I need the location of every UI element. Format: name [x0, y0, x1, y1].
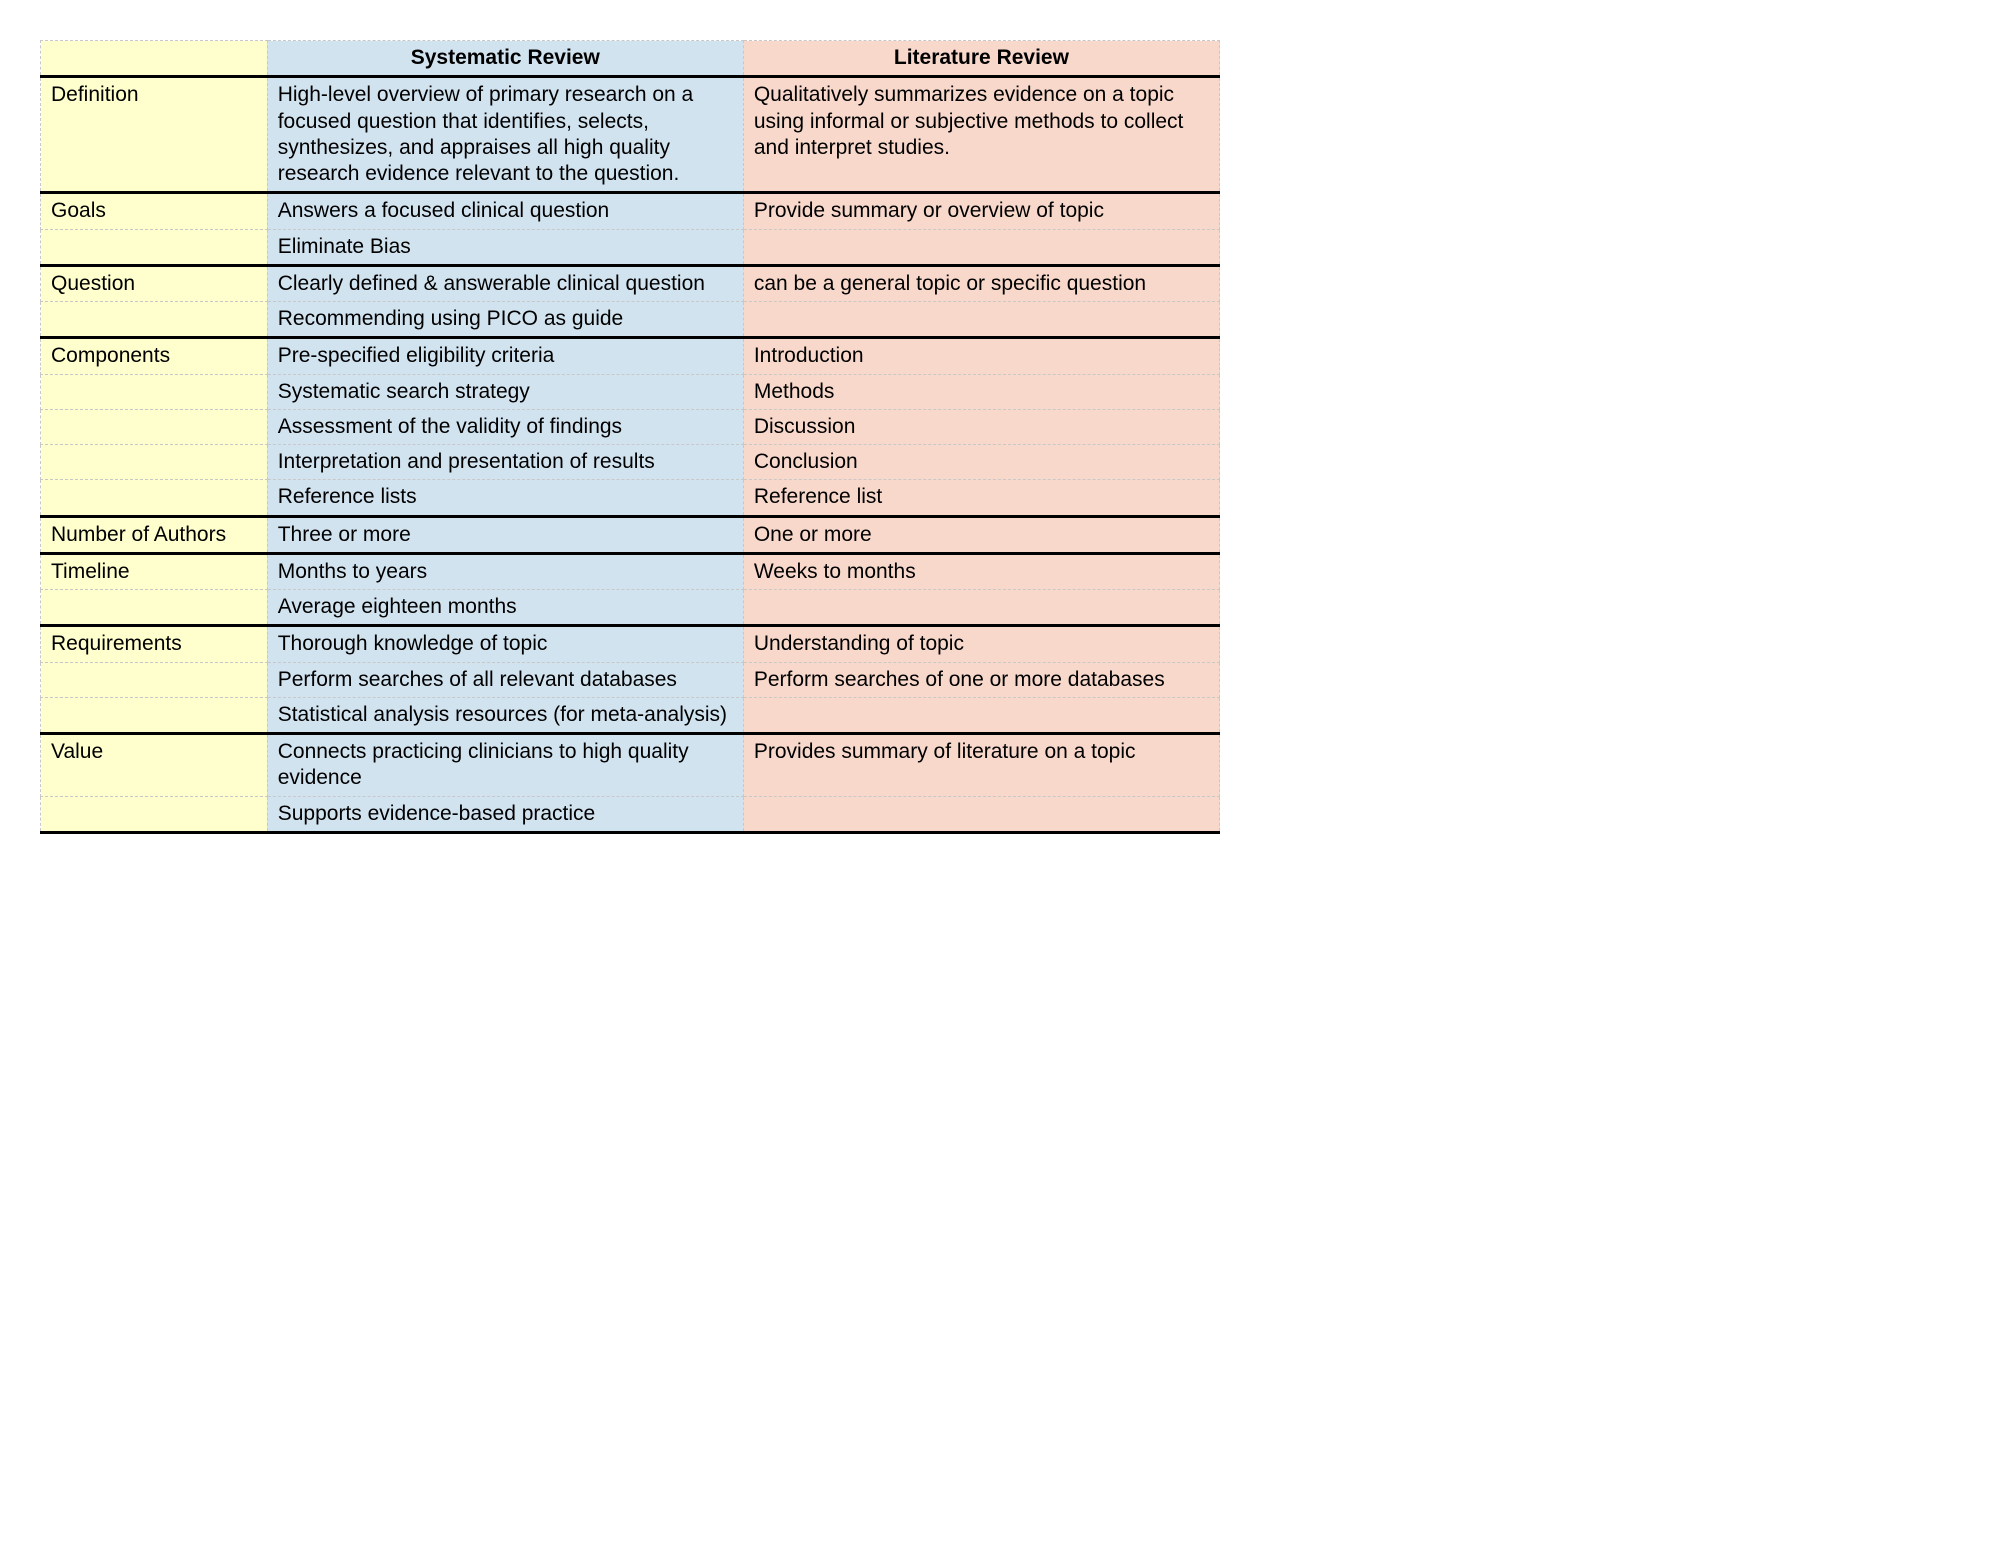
label-blank — [41, 445, 268, 480]
cell-requirements-literature-0: Understanding of topic — [743, 626, 1219, 662]
cell-components-systematic-1: Systematic search strategy — [267, 374, 743, 409]
cell-components-literature-1: Methods — [743, 374, 1219, 409]
cell-requirements-systematic-0: Thorough knowledge of topic — [267, 626, 743, 662]
cell-definition-systematic: High-level overview of primary research … — [267, 77, 743, 193]
label-requirements: Requirements — [41, 626, 268, 662]
label-blank — [41, 409, 268, 444]
row-requirements-1: Perform searches of all relevant databas… — [41, 662, 1220, 697]
row-requirements-2: Statistical analysis resources (for meta… — [41, 697, 1220, 733]
cell-components-literature-4: Reference list — [743, 480, 1219, 516]
label-blank — [41, 229, 268, 265]
cell-requirements-literature-2 — [743, 697, 1219, 733]
label-value: Value — [41, 734, 268, 797]
header-systematic: Systematic Review — [267, 41, 743, 77]
label-blank — [41, 480, 268, 516]
cell-timeline-systematic-0: Months to years — [267, 553, 743, 589]
cell-components-systematic-0: Pre-specified eligibility criteria — [267, 338, 743, 374]
row-question-1: Recommending using PICO as guide — [41, 302, 1220, 338]
cell-goals-systematic-0: Answers a focused clinical question — [267, 193, 743, 229]
cell-timeline-literature-1 — [743, 590, 1219, 626]
label-blank — [41, 796, 268, 832]
row-components-4: Reference lists Reference list — [41, 480, 1220, 516]
cell-goals-systematic-1: Eliminate Bias — [267, 229, 743, 265]
row-timeline-0: Timeline Months to years Weeks to months — [41, 553, 1220, 589]
cell-requirements-systematic-1: Perform searches of all relevant databas… — [267, 662, 743, 697]
label-blank — [41, 590, 268, 626]
cell-question-systematic-1: Recommending using PICO as guide — [267, 302, 743, 338]
cell-question-literature-0: can be a general topic or specific quest… — [743, 265, 1219, 301]
label-definition: Definition — [41, 77, 268, 193]
cell-components-systematic-3: Interpretation and presentation of resul… — [267, 445, 743, 480]
cell-components-systematic-2: Assessment of the validity of findings — [267, 409, 743, 444]
label-components: Components — [41, 338, 268, 374]
row-components-3: Interpretation and presentation of resul… — [41, 445, 1220, 480]
cell-requirements-systematic-2: Statistical analysis resources (for meta… — [267, 697, 743, 733]
header-row: Systematic Review Literature Review — [41, 41, 1220, 77]
cell-components-systematic-4: Reference lists — [267, 480, 743, 516]
label-blank — [41, 302, 268, 338]
row-definition: Definition High-level overview of primar… — [41, 77, 1220, 193]
row-goals-1: Eliminate Bias — [41, 229, 1220, 265]
header-blank — [41, 41, 268, 77]
row-value-1: Supports evidence-based practice — [41, 796, 1220, 832]
row-components-0: Components Pre-specified eligibility cri… — [41, 338, 1220, 374]
label-blank — [41, 374, 268, 409]
cell-components-literature-2: Discussion — [743, 409, 1219, 444]
cell-timeline-literature-0: Weeks to months — [743, 553, 1219, 589]
cell-question-systematic-0: Clearly defined & answerable clinical qu… — [267, 265, 743, 301]
cell-value-literature-1 — [743, 796, 1219, 832]
cell-authors-systematic: Three or more — [267, 516, 743, 553]
label-goals: Goals — [41, 193, 268, 229]
row-value-0: Value Connects practicing clinicians to … — [41, 734, 1220, 797]
row-components-2: Assessment of the validity of findings D… — [41, 409, 1220, 444]
cell-value-systematic-0: Connects practicing clinicians to high q… — [267, 734, 743, 797]
row-goals-0: Goals Answers a focused clinical questio… — [41, 193, 1220, 229]
label-blank — [41, 662, 268, 697]
cell-authors-literature: One or more — [743, 516, 1219, 553]
cell-question-literature-1 — [743, 302, 1219, 338]
cell-definition-literature: Qualitatively summarizes evidence on a t… — [743, 77, 1219, 193]
cell-goals-literature-1 — [743, 229, 1219, 265]
cell-goals-literature-0: Provide summary or overview of topic — [743, 193, 1219, 229]
label-question: Question — [41, 265, 268, 301]
cell-timeline-systematic-1: Average eighteen months — [267, 590, 743, 626]
label-blank — [41, 697, 268, 733]
row-requirements-0: Requirements Thorough knowledge of topic… — [41, 626, 1220, 662]
cell-components-literature-0: Introduction — [743, 338, 1219, 374]
cell-components-literature-3: Conclusion — [743, 445, 1219, 480]
cell-value-literature-0: Provides summary of literature on a topi… — [743, 734, 1219, 797]
cell-requirements-literature-1: Perform searches of one or more database… — [743, 662, 1219, 697]
label-authors: Number of Authors — [41, 516, 268, 553]
row-authors: Number of Authors Three or more One or m… — [41, 516, 1220, 553]
row-timeline-1: Average eighteen months — [41, 590, 1220, 626]
cell-value-systematic-1: Supports evidence-based practice — [267, 796, 743, 832]
header-literature: Literature Review — [743, 41, 1219, 77]
row-question-0: Question Clearly defined & answerable cl… — [41, 265, 1220, 301]
review-comparison-table: Systematic Review Literature Review Defi… — [40, 40, 1220, 834]
row-components-1: Systematic search strategy Methods — [41, 374, 1220, 409]
label-timeline: Timeline — [41, 553, 268, 589]
